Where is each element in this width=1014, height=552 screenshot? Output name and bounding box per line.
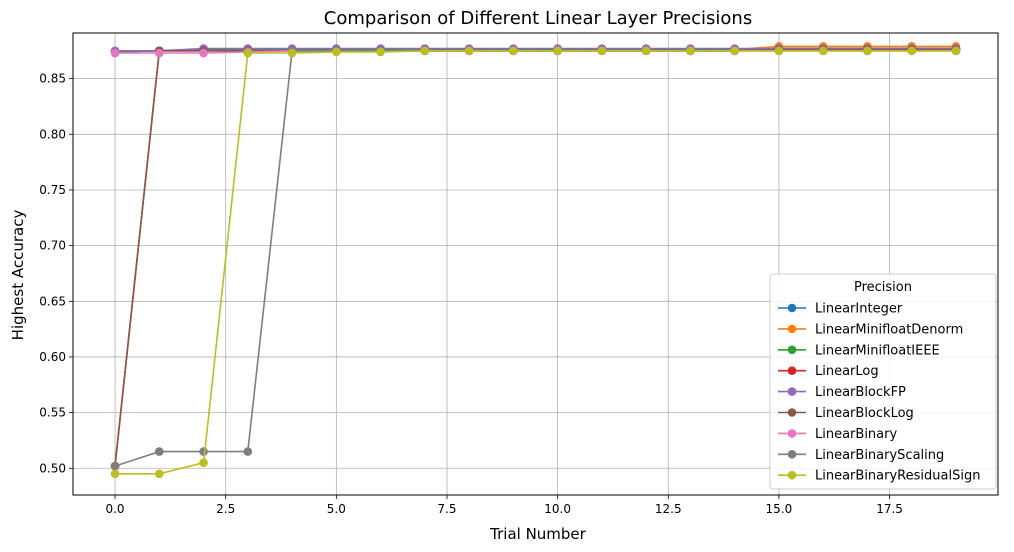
- legend-label: LinearInteger: [815, 302, 903, 317]
- data-point: [464, 46, 474, 56]
- data-point: [155, 48, 164, 58]
- legend-marker: [787, 429, 797, 438]
- legend-label: LinearBinary: [815, 427, 897, 442]
- data-point: [420, 46, 430, 56]
- y-tick-label: 0.75: [39, 183, 66, 197]
- data-point: [818, 46, 828, 56]
- y-tick-label: 0.65: [39, 294, 66, 308]
- legend-item: LinearBinaryResidualSign: [778, 469, 980, 484]
- legend-box: [769, 273, 997, 490]
- data-point: [951, 46, 961, 56]
- x-tick-label: 5.0: [327, 502, 346, 516]
- plot-frame: [72, 32, 999, 496]
- legend-marker: [787, 470, 797, 480]
- legend-item: LinearBinary: [778, 427, 897, 442]
- legend-marker: [787, 324, 797, 334]
- y-tick-label: 0.85: [39, 72, 66, 86]
- data-point: [686, 46, 695, 56]
- y-tick-label: 0.60: [39, 350, 66, 364]
- x-tick-label: 10.0: [544, 502, 571, 516]
- data-point: [287, 48, 297, 58]
- y-tick-label: 0.55: [39, 406, 66, 420]
- legend-label: LinearBlockFP: [815, 385, 906, 400]
- y-tick-label: 0.50: [39, 461, 66, 475]
- data-point: [863, 46, 872, 56]
- legend-title: Precision: [854, 280, 912, 295]
- legend-marker: [787, 366, 797, 376]
- legend-marker: [787, 387, 797, 396]
- series-linear-binary-residual-sign: [110, 46, 961, 479]
- data-point: [155, 447, 164, 456]
- legend-item: LinearLog: [778, 364, 879, 379]
- legend-item: LinearBlockLog: [778, 406, 914, 421]
- x-tick-label: 15.0: [766, 502, 793, 516]
- data-point: [199, 48, 208, 58]
- legend-marker: [787, 345, 797, 355]
- legend-item: LinearMinifloatDenorm: [778, 322, 963, 337]
- data-point: [243, 447, 253, 456]
- legend-label: LinearMinifloatDenorm: [815, 322, 963, 337]
- legend-label: LinearBlockLog: [815, 406, 914, 421]
- data-point: [110, 469, 120, 479]
- chart-title: Comparison of Different Linear Layer Pre…: [324, 8, 752, 29]
- x-tick-label: 7.5: [437, 502, 456, 516]
- series-layer: [110, 42, 961, 479]
- x-tick-label: 2.5: [216, 502, 235, 516]
- data-point: [730, 46, 739, 56]
- data-point: [155, 469, 164, 479]
- data-point: [597, 46, 607, 56]
- data-point: [907, 46, 916, 56]
- legend-marker: [787, 303, 797, 313]
- legend-label: LinearBinaryScaling: [815, 448, 944, 463]
- x-axis-label: Trial Number: [489, 525, 587, 543]
- data-point: [774, 46, 784, 56]
- legend-label: LinearBinaryResidualSign: [815, 469, 980, 484]
- y-tick-label: 0.70: [39, 239, 66, 253]
- data-point: [641, 46, 651, 56]
- data-point: [553, 46, 562, 56]
- data-point: [376, 47, 385, 57]
- legend-item: LinearBlockFP: [778, 385, 906, 400]
- data-point: [110, 48, 120, 58]
- legend-item: LinearInteger: [778, 302, 903, 317]
- legend-marker: [787, 450, 797, 459]
- data-point: [199, 447, 208, 456]
- x-tick-label: 12.5: [655, 502, 682, 516]
- data-point: [509, 46, 518, 56]
- data-point: [110, 461, 120, 471]
- data-point: [243, 48, 253, 58]
- legend-marker: [787, 408, 797, 417]
- data-point: [332, 47, 341, 57]
- ticks: 0.0 2.5 5.0 7.5 10.0 12.5 15.0 17.5 0.50 0.55 0.60…: [39, 72, 903, 516]
- y-axis-label: Highest Accuracy: [9, 210, 27, 341]
- legend-label: LinearLog: [815, 364, 879, 379]
- legend-item: LinearBinaryScaling: [778, 448, 944, 463]
- x-tick-label: 0.0: [105, 502, 124, 516]
- y-tick-label: 0.80: [39, 127, 66, 141]
- legend-label: LinearMinifloatIEEE: [815, 343, 940, 358]
- series-line: [115, 49, 956, 475]
- series-line: [115, 47, 956, 52]
- x-tick-label: 17.5: [876, 502, 903, 516]
- legend-item: LinearMinifloatIEEE: [778, 343, 940, 358]
- data-point: [199, 458, 208, 468]
- legend: Precision LinearInteger LinearMinifloatDen…: [769, 273, 997, 490]
